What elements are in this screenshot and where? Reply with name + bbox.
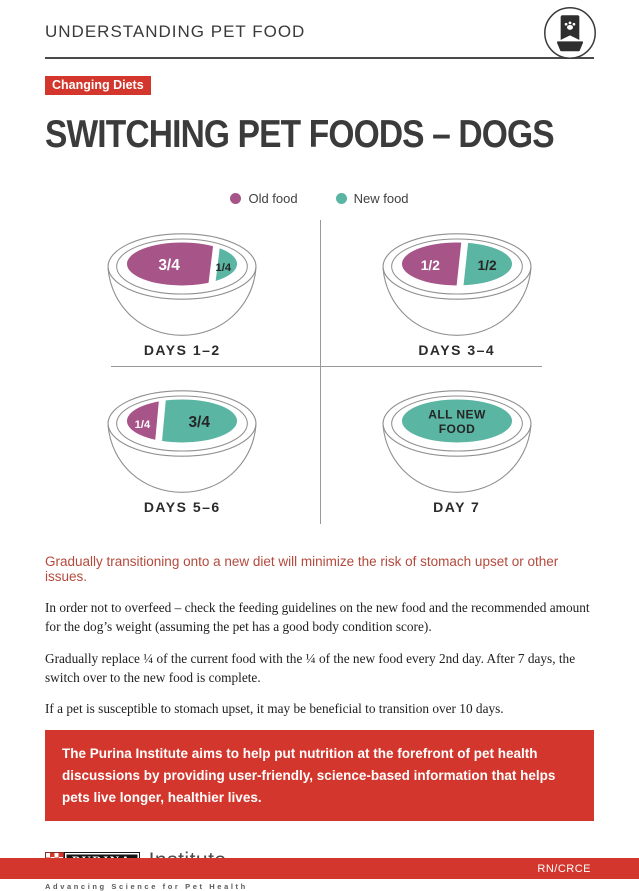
legend-item-new-food: New food [335, 191, 409, 206]
svg-text:1/2: 1/2 [421, 258, 440, 273]
bowl-diagram-days-5-6: 1/4 3/4 [107, 390, 257, 493]
bowl-cell-days-1-2: 3/4 1/4 DAYS 1–2 [45, 218, 320, 367]
bowl-label: DAYS 5–6 [143, 499, 221, 515]
header-title: UNDERSTANDING PET FOOD [45, 22, 306, 41]
lead-statement: Gradually transitioning onto a new diet … [45, 554, 559, 584]
grid-divider-horizontal [111, 366, 542, 367]
bowl-cell-day-7: ALL NEW FOOD DAY 7 [320, 367, 595, 524]
document-code: RN/CRCE [537, 862, 591, 875]
body-copy: In order not to overfeed – check the fee… [45, 598, 594, 718]
svg-text:1/4: 1/4 [135, 419, 151, 431]
old-food-dot-icon [230, 193, 242, 204]
page-title: SWITCHING PET FOODS – DOGS [45, 113, 555, 156]
svg-text:1/2: 1/2 [477, 258, 496, 273]
svg-text:3/4: 3/4 [189, 414, 211, 431]
bowl-diagram-days-1-2: 3/4 1/4 [107, 233, 257, 336]
new-food-dot-icon [335, 193, 347, 204]
body-paragraph: Gradually replace ¼ of the current food … [45, 650, 576, 685]
bowl-diagram-grid: 3/4 1/4 DAYS 1–2 1/2 1/2 DAYS 3–4 [45, 218, 594, 524]
page-header: UNDERSTANDING PET FOOD [45, 0, 596, 59]
body-paragraph: If a pet is susceptible to stomach upset… [45, 701, 504, 717]
bowl-label: DAYS 1–2 [143, 342, 221, 358]
grid-divider-vertical [319, 220, 321, 524]
legend: Old food New food [45, 191, 594, 206]
bowl-cell-days-5-6: 1/4 3/4 DAYS 5–6 [45, 367, 320, 524]
body-paragraph: In order not to overfeed – check the fee… [45, 600, 590, 635]
svg-text:FOOD: FOOD [439, 422, 475, 436]
logo-tagline: Advancing Science for Pet Health [45, 882, 248, 891]
legend-label: Old food [248, 191, 298, 206]
legend-label: New food [353, 191, 409, 206]
svg-text:ALL NEW: ALL NEW [428, 407, 486, 421]
pet-food-icon [544, 7, 596, 59]
svg-text:3/4: 3/4 [159, 257, 181, 274]
bowl-cell-days-3-4: 1/2 1/2 DAYS 3–4 [320, 218, 595, 367]
bowl-label: DAYS 3–4 [418, 342, 496, 358]
bowl-diagram-day-7: ALL NEW FOOD [382, 390, 532, 493]
bottom-bar: RN/CRCE [0, 858, 639, 879]
header-divider [45, 57, 594, 59]
section-badge: Changing Diets [45, 76, 151, 95]
svg-text:1/4: 1/4 [216, 262, 232, 274]
bowl-label: DAY 7 [433, 499, 481, 515]
purina-mission-callout: The Purina Institute aims to help put nu… [45, 730, 594, 822]
bowl-diagram-days-3-4: 1/2 1/2 [382, 233, 532, 336]
legend-item-old-food: Old food [230, 191, 298, 206]
